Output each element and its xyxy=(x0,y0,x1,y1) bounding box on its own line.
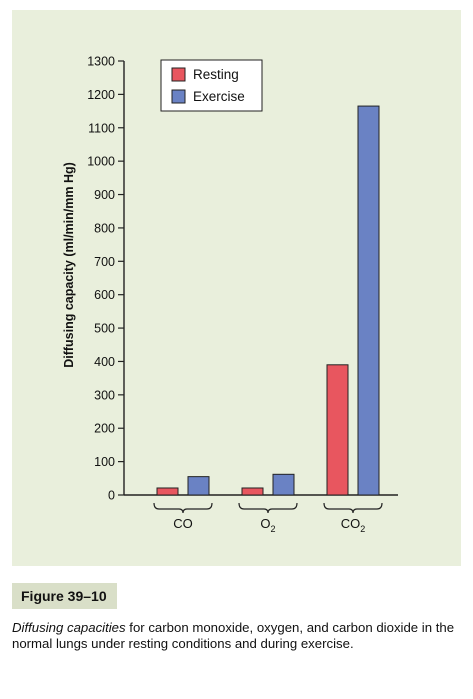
bar-exercise-o2 xyxy=(272,473,295,496)
figure-caption: Diffusing capacities for carbon monoxide… xyxy=(12,620,464,652)
legend-swatch-resting xyxy=(171,67,186,82)
bar-exercise-co xyxy=(187,476,210,496)
y-tick-label: 1300 xyxy=(87,55,115,69)
legend-swatch-exercise xyxy=(171,89,186,104)
x-tick-label: CO xyxy=(173,516,193,531)
y-tick-label: 100 xyxy=(94,455,115,469)
y-tick-label: 900 xyxy=(94,188,115,202)
category-bracket xyxy=(323,502,383,514)
figure-label: Figure 39–10 xyxy=(12,583,117,609)
bar-resting-o2 xyxy=(241,487,264,496)
legend-label-exercise: Exercise xyxy=(193,89,245,104)
x-tick-label: O2 xyxy=(260,516,275,534)
legend-label-resting: Resting xyxy=(193,67,239,82)
y-tick-label: 500 xyxy=(94,322,115,336)
y-tick-label: 800 xyxy=(94,221,115,235)
y-tick-label: 1200 xyxy=(87,88,115,102)
y-tick-label: 600 xyxy=(94,288,115,302)
y-tick-label: 1100 xyxy=(88,121,115,135)
bar-exercise-co2 xyxy=(357,105,380,496)
figure-panel: Diffusing capacity (ml/min/mm Hg) 0 100 20… xyxy=(12,10,461,566)
caption-emphasis: Diffusing capacities xyxy=(12,620,126,635)
y-tick-label: 0 xyxy=(108,489,115,503)
y-tick-label: 700 xyxy=(94,255,115,269)
x-tick-label: CO2 xyxy=(341,516,366,534)
y-tick-label: 300 xyxy=(94,388,115,402)
y-tick-label: 200 xyxy=(94,422,115,436)
caption-text: for carbon monoxide, oxygen, and carbon … xyxy=(12,620,455,651)
category-bracket xyxy=(238,502,298,514)
y-tick-label: 400 xyxy=(94,355,115,369)
bar-resting-co xyxy=(156,487,179,496)
category-bracket xyxy=(153,502,213,514)
y-tick-label: 1000 xyxy=(87,155,115,169)
bar-chart: Diffusing capacity (ml/min/mm Hg) 0 100 20… xyxy=(62,55,398,534)
y-axis-label: Diffusing capacity (ml/min/mm Hg) xyxy=(62,162,76,368)
bar-resting-co2 xyxy=(326,364,349,496)
